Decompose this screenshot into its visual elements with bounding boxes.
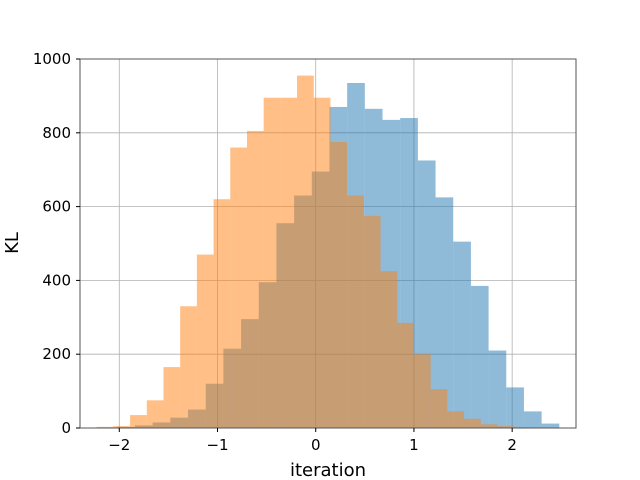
histogram-bar-series-2	[146, 400, 164, 428]
x-tick-label: −2	[108, 436, 130, 454]
axes: −2 −1 0 1 2 0 200 400 600 800 1000	[33, 50, 577, 454]
histogram-bar-series-2	[196, 254, 214, 428]
histogram-bar-series-2	[96, 426, 114, 428]
histogram-bar-series-2	[263, 97, 281, 429]
histogram-bar-series-2	[297, 75, 314, 428]
histogram-bar-series-1	[453, 241, 471, 428]
histogram-bar-series-2	[280, 97, 298, 429]
histogram-bar-series-2	[464, 418, 481, 428]
histogram-bar-series-2	[497, 426, 515, 428]
histogram-bar-series-2	[230, 147, 247, 428]
y-axis-label: KL	[2, 232, 23, 254]
plot-frame	[79, 58, 577, 429]
y-tick-label: 200	[42, 345, 71, 363]
y-tick-label: 1000	[33, 50, 71, 68]
histogram-bar-series-1	[506, 387, 524, 428]
histogram-bar-series-2	[347, 195, 364, 428]
histogram-bar-series-2	[380, 271, 398, 428]
histogram-bar-series-2	[363, 215, 381, 428]
histogram-bar-series-2	[163, 367, 181, 428]
histogram-bar-series-2	[213, 199, 231, 428]
x-tick-label: 0	[311, 436, 321, 454]
histogram-bar-series-2	[330, 142, 348, 428]
x-axis-label: iteration	[290, 460, 366, 480]
histogram-bar-series-2	[180, 306, 197, 428]
histogram-bar-series-1	[470, 285, 489, 428]
histogram-bar-series-2	[447, 411, 465, 428]
histogram-bar-series-2	[397, 322, 414, 428]
y-tick-label: 800	[42, 124, 71, 142]
x-tick-label: −1	[206, 436, 228, 454]
y-tick-label: 0	[61, 419, 71, 437]
y-tick-label: 600	[42, 198, 71, 216]
histogram-bar-series-2	[430, 389, 448, 428]
histogram-bar-series-2	[413, 354, 431, 428]
histogram-bar-series-1	[488, 350, 507, 428]
histogram-bar-series-2	[480, 424, 498, 428]
histogram-bar-series-1	[435, 197, 454, 428]
histogram-bar-series-2	[113, 426, 131, 428]
x-tick-label: 1	[409, 436, 419, 454]
histogram-bar-series-2	[313, 97, 331, 429]
x-tick-label: 2	[507, 436, 517, 454]
histogram-bar-series-2	[130, 415, 147, 428]
histogram-bar-series-2	[246, 130, 264, 428]
bars	[96, 75, 560, 429]
y-tick-label: 400	[42, 271, 71, 289]
histogram-bar-series-1	[541, 423, 560, 428]
histogram-bar-series-1	[523, 411, 542, 428]
